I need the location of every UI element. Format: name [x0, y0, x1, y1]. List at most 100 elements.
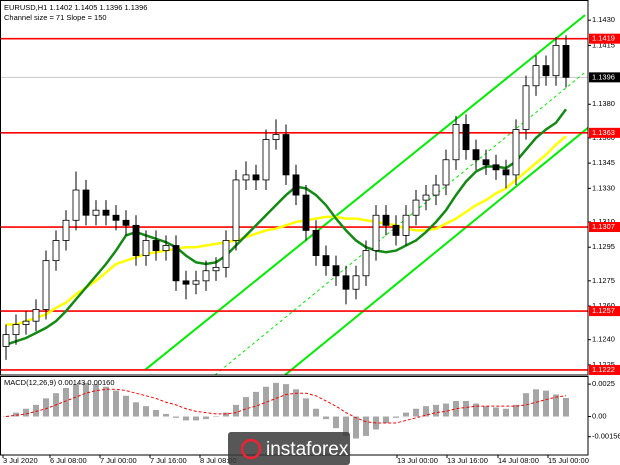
- macd-bar: [233, 404, 239, 417]
- x-tick-label: 8 Jul 08:00: [200, 456, 237, 465]
- candle-body: [542, 65, 550, 77]
- macd-bar: [153, 410, 159, 417]
- candle-body: [22, 320, 30, 325]
- candle-body: [262, 139, 270, 181]
- macd-bar: [253, 391, 259, 417]
- candle-body: [242, 174, 250, 181]
- macd-bar: [423, 406, 429, 417]
- macd-bar: [243, 397, 249, 417]
- price-frame: [0, 0, 589, 376]
- macd-bar: [453, 400, 459, 417]
- candle-body: [192, 280, 200, 285]
- macd-bar: [443, 403, 449, 417]
- level-label-box: [589, 222, 620, 233]
- y-tick-label: 1.1380: [592, 99, 615, 108]
- macd-bar: [363, 416, 369, 436]
- macd-bar: [3, 416, 9, 418]
- candle-body: [412, 199, 420, 216]
- macd-bar: [123, 395, 129, 417]
- macd-bar: [13, 412, 19, 417]
- macd-bar: [173, 416, 179, 418]
- candle-body: [92, 209, 100, 216]
- candle-body: [522, 85, 530, 130]
- y-tick-label: 1.1275: [592, 276, 615, 285]
- y-tick-label: 1.1345: [592, 158, 615, 167]
- candle-body: [512, 129, 520, 176]
- macd-bar: [403, 412, 409, 417]
- candle-body: [42, 260, 50, 310]
- y-tick-label: 1.1310: [592, 217, 615, 226]
- watermark-box: [228, 432, 350, 465]
- macd-bar: [63, 388, 69, 417]
- candle-body: [552, 45, 560, 77]
- macd-title: MACD(12,26,9) 0.00143 0.00160: [4, 378, 115, 387]
- candle-body: [122, 219, 130, 226]
- candle-body: [292, 174, 300, 196]
- macd-bar: [413, 408, 419, 417]
- level-label: 1.1257: [592, 306, 615, 315]
- y-tick-label: 1.1415: [592, 40, 615, 49]
- candle-body: [232, 179, 240, 241]
- macd-bar: [273, 382, 279, 417]
- candle-body: [472, 149, 480, 161]
- candle-body: [482, 159, 490, 166]
- candle-body: [272, 134, 280, 140]
- macd-bar: [43, 398, 49, 417]
- macd-bar: [493, 407, 499, 417]
- y-tick-label: 1.1260: [592, 301, 615, 310]
- macd-bar: [323, 416, 329, 420]
- watermark: instaforex: [228, 432, 350, 465]
- candle-body: [372, 214, 380, 251]
- channel-line: [284, 127, 588, 375]
- x-tick-label: 7 Jul 16:00: [150, 456, 187, 465]
- candle-body: [562, 45, 570, 78]
- candle-body: [72, 189, 80, 221]
- macd-bar: [143, 406, 149, 417]
- macd-plot: [3, 382, 569, 439]
- candle-body: [32, 309, 40, 322]
- macd-signal: [5, 388, 567, 424]
- candle-body: [132, 224, 140, 257]
- watermark-text: instaforex: [266, 439, 349, 460]
- macd-bar: [503, 408, 509, 417]
- macd-bar: [553, 394, 559, 417]
- chart-subtitle: Channel size = 71 Slope = 150: [4, 13, 107, 22]
- candle-body: [462, 124, 470, 151]
- x-tick-label: 6 Jul 08:00: [50, 456, 87, 465]
- current-price-label: 1.1396: [592, 72, 615, 81]
- candle-body: [492, 164, 500, 171]
- macd-y-tick-label: -0.00156: [592, 432, 620, 441]
- candle-body: [312, 229, 320, 257]
- macd-bar: [303, 398, 309, 417]
- candle-body: [342, 275, 350, 290]
- candle-body: [152, 240, 160, 251]
- macd-bar: [473, 403, 479, 417]
- macd-bar: [103, 386, 109, 417]
- macd-bar: [313, 408, 319, 417]
- macd-bar: [483, 406, 489, 417]
- candle-body: [382, 214, 390, 226]
- axes: 1.14301.14151.13801.13601.13451.13301.13…: [2, 15, 620, 465]
- candle-body: [172, 245, 180, 282]
- candle-body: [82, 189, 90, 216]
- level-label: 1.1307: [592, 222, 615, 231]
- macd-bar: [183, 416, 189, 421]
- candle-body: [282, 134, 290, 176]
- candle-body: [182, 280, 190, 285]
- macd-bar: [163, 413, 169, 417]
- moving-average: [6, 135, 567, 326]
- macd-bar: [353, 416, 359, 439]
- candle-body: [352, 275, 360, 290]
- level-label: 1.1222: [592, 365, 615, 374]
- x-tick-label: 3 Jul 2020: [3, 456, 38, 465]
- candle-body: [432, 184, 440, 196]
- macd-bar: [283, 384, 289, 417]
- y-tick-label: 1.1330: [592, 183, 615, 192]
- macd-bar: [113, 390, 119, 417]
- level-label-box: [589, 127, 620, 138]
- macd-y-tick-label: 0.00: [592, 412, 607, 421]
- macd-bar: [393, 416, 399, 418]
- x-tick-label: 13 Jul 16:00: [447, 456, 488, 465]
- candle-body: [202, 270, 210, 282]
- y-tick-label: 1.1225: [592, 360, 615, 369]
